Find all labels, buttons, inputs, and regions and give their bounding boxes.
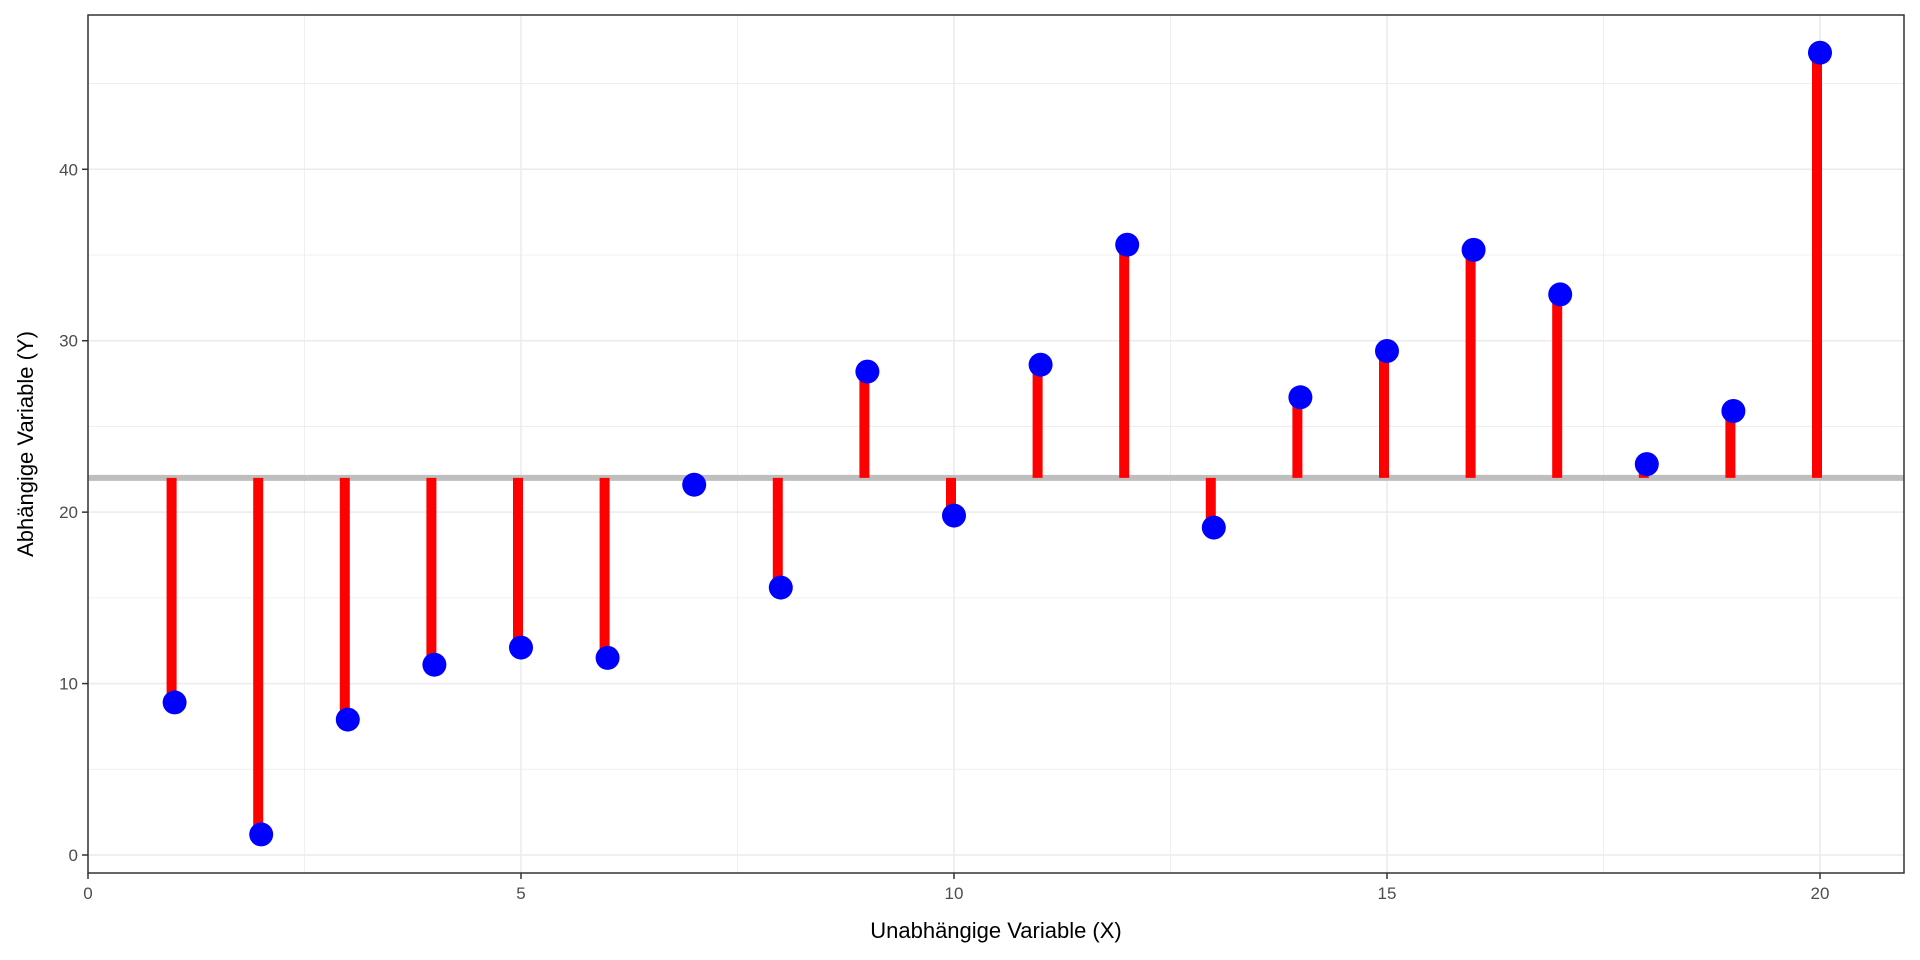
data-point [249,822,274,847]
x-tick-label: 15 [1378,884,1397,903]
panel-border [87,14,1905,874]
data-point [1721,399,1746,423]
x-axis-title: Unabhängige Variable (X) [870,918,1122,943]
y-axis-title: Abhängige Variable (Y) [13,331,38,557]
data-point [1807,40,1832,65]
data-point [1374,339,1399,363]
y-tick-label: 30 [59,332,78,351]
data-point [335,707,360,732]
data-point [941,503,966,528]
data-point [1548,282,1573,307]
y-tick-label: 20 [59,503,78,522]
data-point [1028,352,1053,377]
data-point [422,652,447,677]
data-point [162,690,187,715]
y-tick-label: 40 [59,160,78,179]
y-tick-label: 10 [59,675,78,694]
data-point [1461,237,1486,262]
points [162,40,1832,847]
x-tick-label: 0 [83,884,92,903]
x-tick-label: 5 [516,884,525,903]
x-tick-label: 20 [1811,884,1830,903]
data-point [855,359,880,384]
data-point [1634,452,1659,477]
data-point [595,645,620,670]
data-point [1201,515,1226,540]
data-point [1288,385,1313,410]
axes: 0 5 10 15 20 0 10 20 30 40 [59,14,1905,903]
grid [87,15,1904,873]
x-tick-label: 10 [945,884,964,903]
y-tick-label: 0 [69,846,78,865]
data-point [1115,232,1140,257]
data-point [508,635,533,660]
data-point [768,575,793,600]
data-point [682,472,707,497]
